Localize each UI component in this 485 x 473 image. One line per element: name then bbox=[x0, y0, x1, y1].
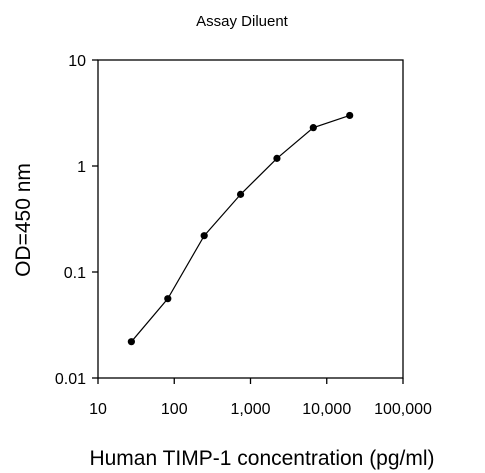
y-tick-label: 0.01 bbox=[55, 371, 86, 388]
x-tick-label: 10 bbox=[89, 401, 107, 418]
data-point bbox=[200, 232, 208, 240]
data-point bbox=[346, 111, 354, 120]
x-axis: 10 100 1,000 10,000 100,000 bbox=[89, 378, 432, 418]
x-tick-label: 100,000 bbox=[374, 401, 432, 418]
series-line bbox=[130, 114, 350, 343]
y-tick-label: 10 bbox=[68, 53, 86, 70]
data-point bbox=[236, 190, 245, 198]
x-tick-label: 1,000 bbox=[230, 401, 270, 418]
data-point bbox=[273, 154, 281, 162]
y-axis-label: OD=450 nm bbox=[12, 163, 35, 277]
y-axis: 0.01 0.1 1 10 bbox=[55, 53, 98, 388]
plot-frame bbox=[97, 59, 404, 379]
plot-area bbox=[97, 59, 404, 379]
y-tick-label: 0.1 bbox=[64, 265, 86, 282]
chart-title: Assay Diluent bbox=[196, 13, 289, 30]
x-axis-label: Human TIMP-1 concentration (pg/ml) bbox=[89, 447, 434, 470]
x-tick-label: 10,000 bbox=[302, 401, 351, 418]
data-point bbox=[127, 338, 135, 346]
x-tick-label: 100 bbox=[161, 401, 188, 418]
data-point bbox=[164, 295, 172, 303]
y-tick-label: 1 bbox=[77, 159, 86, 176]
data-point bbox=[309, 124, 317, 132]
data-series bbox=[127, 111, 354, 346]
